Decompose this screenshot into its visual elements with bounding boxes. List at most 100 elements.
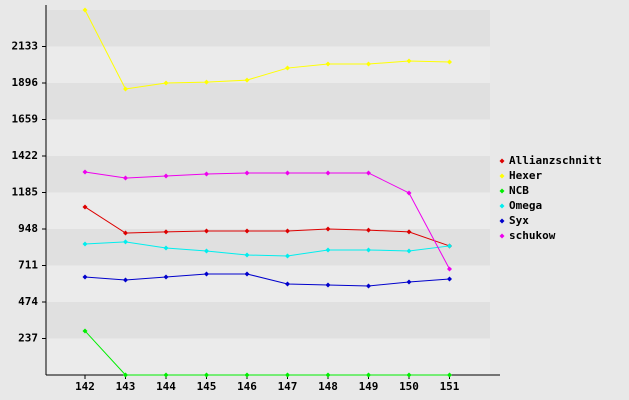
data-point — [163, 173, 169, 179]
legend-marker — [499, 233, 505, 239]
data-point — [366, 170, 371, 176]
plot-band — [46, 265, 490, 302]
data-point — [82, 204, 88, 210]
x-tick-label: 145 — [197, 380, 217, 393]
data-point — [82, 328, 88, 334]
data-point — [204, 248, 209, 254]
data-point — [163, 372, 169, 378]
x-tick-label: 144 — [156, 380, 176, 393]
legend-marker — [499, 218, 505, 224]
data-point — [447, 372, 452, 378]
y-tick-label: 1422 — [12, 149, 39, 162]
plot-band — [46, 229, 490, 266]
data-point — [325, 61, 331, 67]
x-tick-label: 148 — [318, 380, 338, 393]
x-tick-label: 147 — [278, 380, 298, 393]
data-point — [366, 61, 371, 67]
y-tick-label: 1659 — [12, 113, 39, 126]
data-point — [447, 266, 452, 272]
y-tick-label: 1896 — [12, 76, 39, 89]
data-point — [366, 283, 371, 289]
data-point — [82, 241, 88, 247]
data-point — [285, 253, 290, 259]
series-line — [84, 171, 450, 270]
legend-label: Allianzschnitt — [509, 154, 602, 167]
data-point — [244, 170, 250, 176]
x-tick-label: 150 — [399, 380, 419, 393]
y-tick-label: 474 — [18, 295, 38, 308]
plot-band — [46, 83, 490, 120]
data-point — [204, 271, 209, 277]
data-point — [204, 372, 209, 378]
data-point — [285, 170, 290, 176]
data-point — [123, 239, 128, 245]
x-tick-label: 149 — [359, 380, 379, 393]
data-point — [82, 274, 88, 280]
legend-label: Omega — [509, 199, 542, 212]
x-tick-label: 146 — [237, 380, 257, 393]
data-point — [325, 282, 331, 288]
y-tick-label: 2133 — [12, 40, 39, 53]
data-point — [82, 169, 88, 175]
data-point — [366, 372, 371, 378]
data-point — [325, 247, 331, 253]
legend-marker — [499, 188, 505, 194]
data-point — [366, 227, 371, 233]
data-point — [163, 245, 169, 251]
data-point — [244, 372, 250, 378]
data-point — [406, 248, 412, 254]
data-point — [204, 228, 209, 234]
plot-band — [46, 192, 490, 229]
data-point — [285, 228, 290, 234]
data-point — [325, 372, 331, 378]
y-tick-label: 237 — [18, 332, 38, 345]
data-point — [163, 229, 169, 235]
y-tick-label: 948 — [18, 222, 38, 235]
data-point — [244, 77, 250, 83]
data-point — [285, 372, 290, 378]
data-point — [447, 243, 452, 249]
data-point — [244, 271, 250, 277]
legend-label: schukow — [509, 229, 556, 242]
data-point — [204, 79, 209, 85]
legend-marker — [499, 173, 505, 179]
data-point — [123, 175, 128, 181]
data-point — [123, 277, 128, 283]
y-tick-label: 711 — [18, 259, 38, 272]
plot-band — [46, 302, 490, 339]
legend-marker — [499, 203, 505, 209]
data-point — [123, 230, 128, 236]
data-point — [123, 86, 128, 92]
plot-band — [46, 119, 490, 156]
series-line — [84, 241, 450, 257]
series-line — [84, 273, 450, 287]
data-point — [82, 7, 88, 13]
x-tick-label: 142 — [75, 380, 95, 393]
data-point — [406, 279, 412, 285]
legend-label: NCB — [509, 184, 529, 197]
data-point — [366, 247, 371, 253]
legend-marker — [499, 158, 505, 164]
data-point — [406, 229, 412, 235]
data-point — [447, 276, 452, 282]
data-point — [204, 171, 209, 177]
data-point — [406, 372, 412, 378]
data-point — [244, 252, 250, 258]
data-point — [406, 58, 412, 64]
data-point — [244, 228, 250, 234]
legend-label: Hexer — [509, 169, 542, 182]
plot-band — [46, 338, 490, 375]
data-point — [123, 372, 128, 378]
series-line — [84, 9, 450, 90]
data-point — [285, 281, 290, 287]
x-tick-label: 143 — [116, 380, 136, 393]
x-tick-label: 151 — [440, 380, 460, 393]
plot-band — [46, 10, 490, 47]
series-line — [84, 330, 450, 376]
series-line — [84, 206, 450, 247]
plot-band — [46, 156, 490, 193]
y-tick-label: 1185 — [12, 186, 39, 199]
data-point — [325, 170, 331, 176]
data-point — [406, 190, 412, 196]
